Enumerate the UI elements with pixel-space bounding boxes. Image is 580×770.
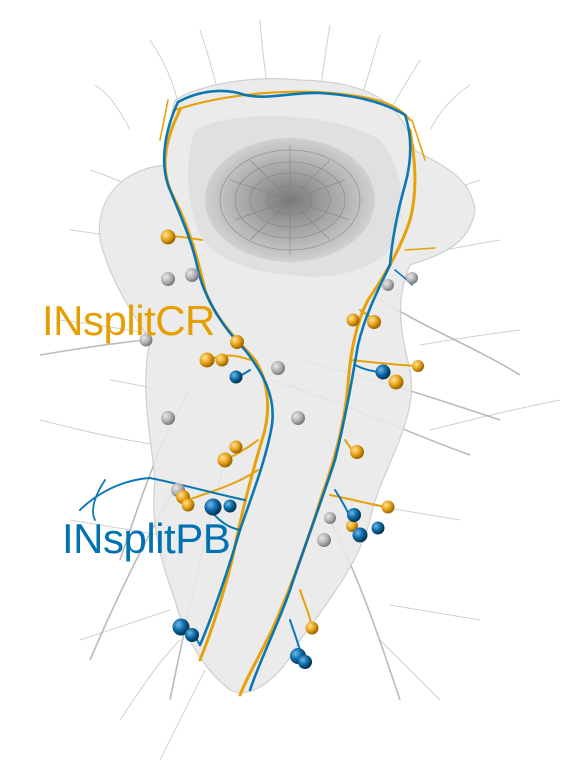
insplitcr-somata <box>160 229 424 635</box>
neuropil-texture <box>219 145 361 255</box>
insplitpb-somata <box>172 364 391 669</box>
gray-somata <box>139 268 418 547</box>
insplitpb-label: INsplitPB <box>62 515 231 562</box>
insplitcr-label: INsplitCR <box>42 297 215 344</box>
